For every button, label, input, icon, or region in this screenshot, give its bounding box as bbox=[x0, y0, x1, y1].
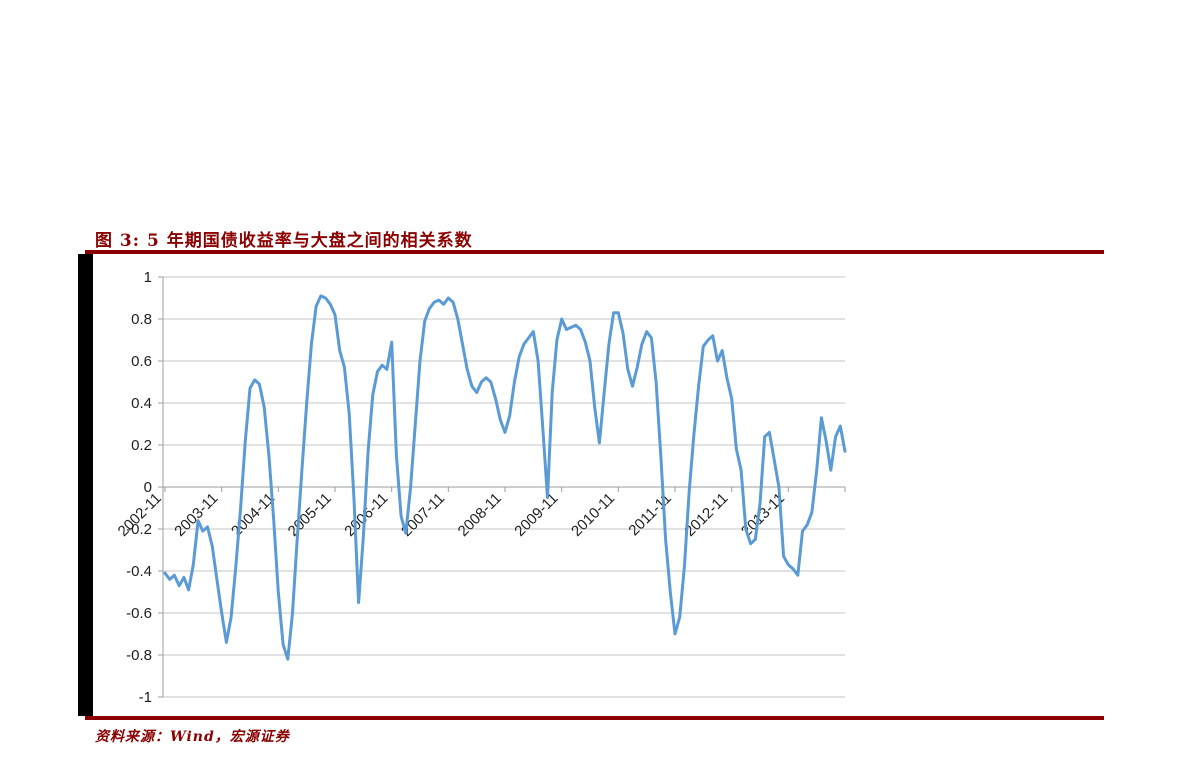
figure-top-rule bbox=[85, 250, 1104, 254]
y-tick-label: 0.2 bbox=[131, 437, 152, 454]
y-tick-label: -0.8 bbox=[126, 647, 152, 664]
figure-bottom-rule bbox=[85, 716, 1104, 720]
y-tick-label: -0.4 bbox=[126, 563, 152, 580]
y-tick-label: 0 bbox=[144, 479, 152, 496]
y-tick-label: 1 bbox=[144, 269, 152, 286]
x-tick-label: 2009-11 bbox=[511, 490, 561, 540]
y-tick-label: -1 bbox=[139, 689, 152, 706]
x-tick-label: 2005-11 bbox=[285, 490, 335, 540]
source-note: 资料来源：Wind，宏源证券 bbox=[95, 729, 290, 745]
y-tick-label: -0.6 bbox=[126, 605, 152, 622]
x-tick-label: 2011-11 bbox=[625, 490, 674, 539]
figure-title: 图 3: 5 年期国债收益率与大盘之间的相关系数 bbox=[95, 231, 473, 251]
x-tick-label: 2008-11 bbox=[455, 490, 505, 540]
left-margin-bar bbox=[78, 254, 93, 716]
x-tick-label: 2010-11 bbox=[568, 490, 618, 540]
y-tick-label: 0.6 bbox=[131, 353, 152, 370]
y-tick-label: -0.2 bbox=[126, 521, 152, 538]
y-tick-label: 0.4 bbox=[131, 395, 152, 412]
y-tick-label: 0.8 bbox=[131, 311, 152, 328]
correlation-series-line bbox=[163, 294, 847, 661]
